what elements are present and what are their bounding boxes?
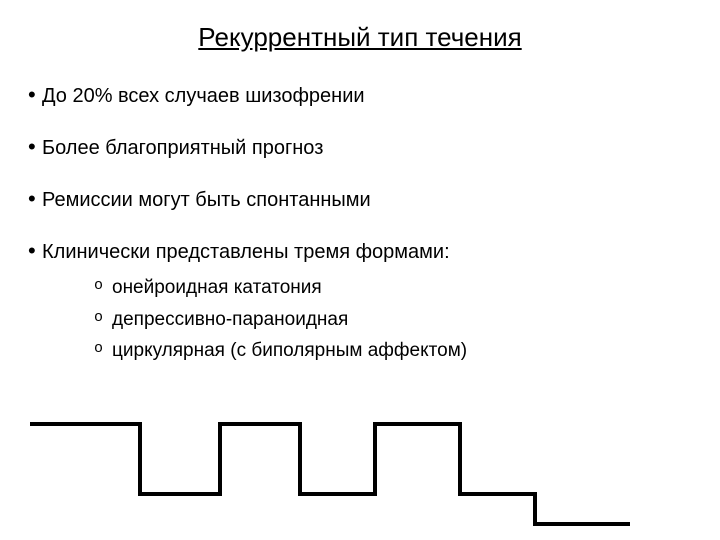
slide-title: Рекуррентный тип течения [0, 22, 720, 53]
bullet-item: Ремиссии могут быть спонтанными [28, 187, 720, 213]
sub-bullet-item: циркулярная (с биполярным аффектом) [94, 338, 720, 364]
bullet-text: Клинически представлены тремя формами: [42, 241, 450, 263]
bullet-item: Клинически представлены тремя формами: о… [28, 239, 720, 364]
bullet-item: До 20% всех случаев шизофрении [28, 83, 720, 109]
sub-bullet-item: онейроидная кататония [94, 275, 720, 301]
bullet-item: Более благоприятный прогноз [28, 135, 720, 161]
sub-bullet-list: онейроидная кататония депрессивно-парано… [42, 275, 720, 364]
course-diagram [30, 394, 650, 540]
slide: { "title": "Рекуррентный тип течения", "… [0, 22, 720, 540]
sub-bullet-item: депрессивно-параноидная [94, 307, 720, 333]
bullet-list: До 20% всех случаев шизофрении Более бла… [0, 83, 720, 364]
